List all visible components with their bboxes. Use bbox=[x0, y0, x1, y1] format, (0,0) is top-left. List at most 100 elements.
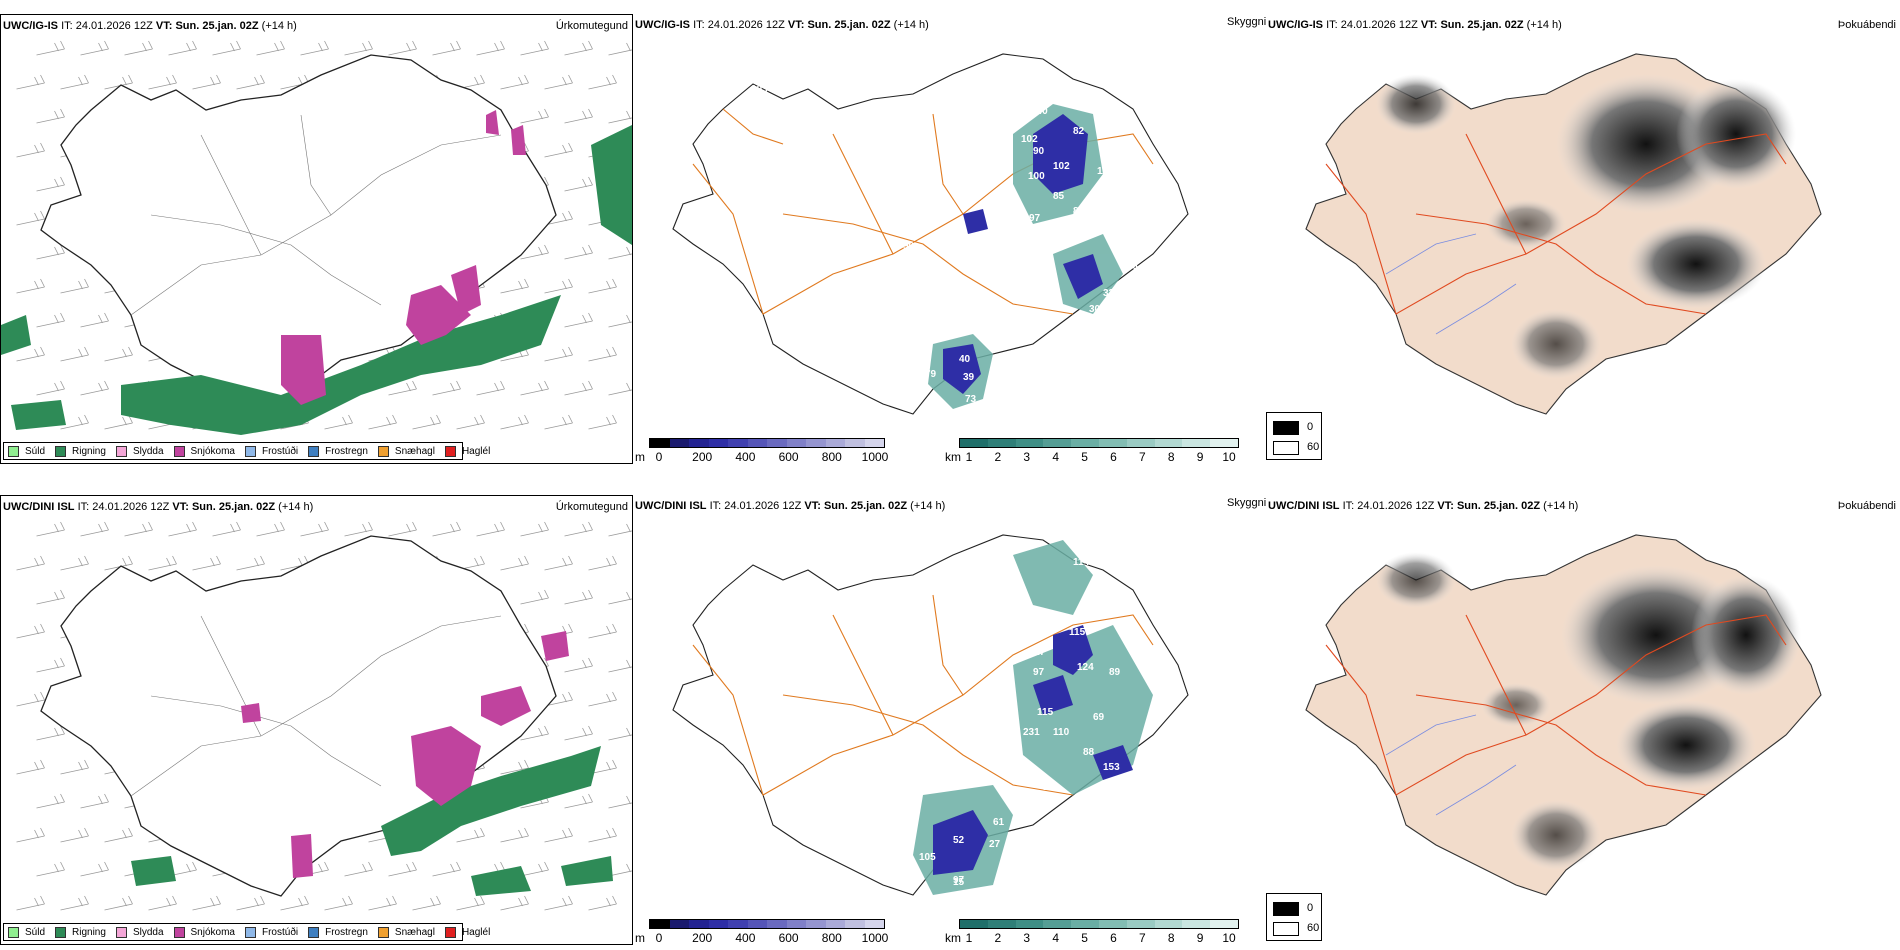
cloud-value-label: 330 bbox=[1103, 288, 1120, 299]
precip-map-row2 bbox=[16, 521, 632, 911]
wind-barb bbox=[388, 380, 417, 396]
legend-label: Frostregn bbox=[325, 926, 368, 938]
roads bbox=[692, 594, 1154, 796]
wind-barb bbox=[36, 521, 65, 537]
colorbar-tick: 1000 bbox=[861, 450, 889, 464]
cloud-base-colorbar-row1: m 0 200 400 600 800 1000 bbox=[635, 438, 888, 466]
wind-barb bbox=[80, 521, 109, 537]
wind-barb bbox=[456, 414, 485, 430]
vt-value: Sun. 25.jan. 02Z bbox=[823, 500, 908, 512]
wind-barb bbox=[432, 521, 461, 537]
wind-barb bbox=[344, 521, 373, 537]
it-value: 24.01.2026 12Z bbox=[75, 20, 153, 32]
cloud-value-label: 137 bbox=[1013, 264, 1030, 275]
cloud-value-label: 27 bbox=[989, 839, 1001, 850]
wind-barb bbox=[60, 414, 89, 430]
cloud-value-label: 52 bbox=[953, 835, 965, 846]
wind-barb bbox=[608, 591, 632, 605]
cloud-value-label: 153 bbox=[1103, 762, 1120, 773]
wind-barb bbox=[588, 691, 617, 707]
wind-barb bbox=[476, 521, 505, 537]
fog-title: Þokuábendi bbox=[1837, 19, 1896, 31]
wind-barb bbox=[104, 827, 133, 843]
cloud-base-colorbar-row2: m 0 200 400 600 800 1000 bbox=[635, 919, 888, 947]
wind-barb bbox=[544, 414, 573, 430]
wind-barb bbox=[520, 861, 549, 877]
cloud-value-label: 100 bbox=[1028, 171, 1045, 182]
wind-barb bbox=[588, 414, 617, 430]
precip-legend-row2: Súld Rigning Slydda Snjókoma Frostúði Frostre… bbox=[3, 923, 490, 941]
cloud-value-label: 113 bbox=[1097, 166, 1114, 177]
wind-barb bbox=[16, 759, 45, 775]
cloud-value-label: 80 bbox=[1073, 206, 1085, 217]
colorbar-tick: 7 bbox=[1138, 931, 1146, 945]
wind-barb bbox=[36, 725, 65, 741]
wind-barb bbox=[500, 278, 529, 294]
wind-barb bbox=[60, 278, 89, 294]
cloud-value-label: 103 bbox=[751, 84, 768, 95]
legend-item: Slydda bbox=[115, 445, 164, 457]
vt-label: VT: bbox=[172, 501, 189, 513]
wind-barb bbox=[36, 176, 65, 192]
cloud-value-label: 78 bbox=[1008, 231, 1020, 242]
cloud-value-label: 40 bbox=[959, 354, 971, 365]
wind-barb bbox=[324, 414, 353, 430]
fog-header-row1: UWC/IG-IS IT: 24.01.2026 12Z VT: Sun. 25… bbox=[1268, 18, 1896, 32]
wind-barb bbox=[16, 210, 45, 226]
vt-label: VT: bbox=[804, 500, 821, 512]
colorbar-tick: 800 bbox=[821, 450, 842, 464]
fog-map-row1 bbox=[1305, 53, 1822, 415]
colorbar-tick: 2 bbox=[994, 450, 1002, 464]
legend-label: Frostregn bbox=[325, 445, 368, 457]
colorbar-unit: m bbox=[635, 450, 645, 464]
cloud-value-label: 302 bbox=[1089, 304, 1106, 315]
wind-barb bbox=[280, 895, 309, 911]
wind-barb bbox=[104, 74, 133, 90]
cloud-value-label: 110 bbox=[1053, 727, 1070, 738]
cloud-value-label: 124 bbox=[1077, 662, 1094, 673]
it-label: IT: bbox=[693, 19, 705, 31]
lead-time: (+14 h) bbox=[261, 20, 297, 32]
wind-barb bbox=[564, 657, 593, 673]
fog-legend-label: 0 bbox=[1307, 902, 1314, 914]
model-name: UWC/IG-IS bbox=[1268, 19, 1323, 31]
vt-value: Sun. 25.jan. 02Z bbox=[1440, 19, 1524, 31]
roads bbox=[1325, 133, 1787, 315]
legend-label: Haglél bbox=[461, 445, 491, 457]
rivers bbox=[1385, 714, 1517, 816]
cloud-value-label: 88 bbox=[1083, 747, 1095, 758]
wind-barb bbox=[544, 74, 573, 90]
legend-item: Rigning bbox=[55, 445, 106, 457]
vt-label: VT: bbox=[1437, 500, 1454, 512]
legend-swatch bbox=[115, 926, 127, 938]
fog-legend-swatch bbox=[1273, 441, 1299, 455]
legend-swatch bbox=[173, 926, 185, 938]
wind-barb bbox=[60, 346, 89, 362]
legend-swatch bbox=[444, 445, 456, 457]
colorbar-tick: 7 bbox=[1138, 450, 1146, 464]
wind-barb bbox=[564, 244, 593, 260]
legend-item: Snjókoma bbox=[173, 926, 235, 938]
wind-barb bbox=[500, 414, 529, 430]
wind-barb bbox=[168, 521, 197, 537]
legend-label: Snjókoma bbox=[190, 445, 235, 457]
colorbar-tick: 4 bbox=[1052, 931, 1059, 945]
wind-barb bbox=[608, 659, 632, 673]
cloud-value-label: 97 bbox=[953, 875, 965, 886]
wind-barb bbox=[456, 895, 485, 911]
legend-swatch bbox=[55, 926, 67, 938]
wind-barb bbox=[476, 40, 505, 56]
wind-barb bbox=[36, 108, 65, 124]
visibility-colorbar-row2: km 1 2 3 4 5 6 7 8 9 10 bbox=[945, 919, 1239, 947]
colorbar-tick: 400 bbox=[735, 450, 756, 464]
colorbar-tick: 0 bbox=[655, 450, 663, 464]
wind-barb bbox=[500, 555, 529, 571]
model-name: UWC/DINI ISL bbox=[3, 501, 75, 513]
colorbar-tick: 5 bbox=[1081, 450, 1088, 464]
wind-barb bbox=[60, 827, 89, 843]
legend-item: Rigning bbox=[55, 926, 106, 938]
lead-time: (+14 h) bbox=[893, 19, 929, 31]
wind-barb bbox=[544, 346, 573, 362]
snow-areas bbox=[281, 110, 526, 405]
cloud-value-label: 82 bbox=[1073, 126, 1085, 137]
